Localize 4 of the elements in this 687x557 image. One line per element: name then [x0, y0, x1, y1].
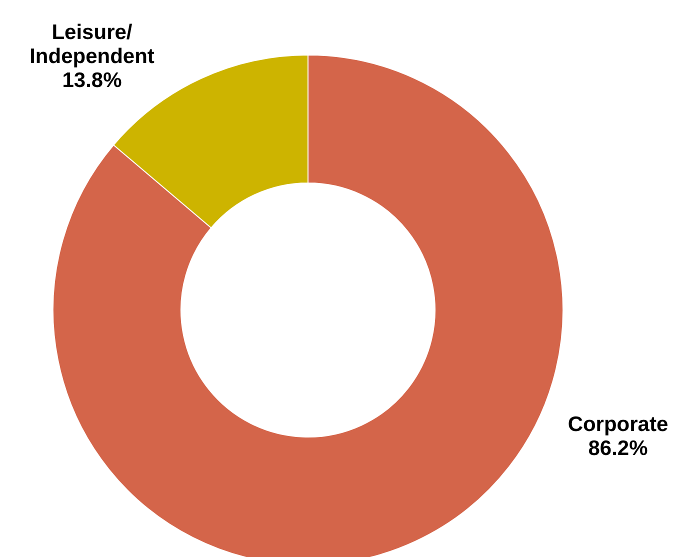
slice-label: Corporate — [568, 412, 668, 436]
data-label: 13.8% — [62, 69, 122, 92]
slice-label: Leisure/ Independent — [30, 20, 154, 68]
data-label: 86.2% — [588, 437, 648, 460]
